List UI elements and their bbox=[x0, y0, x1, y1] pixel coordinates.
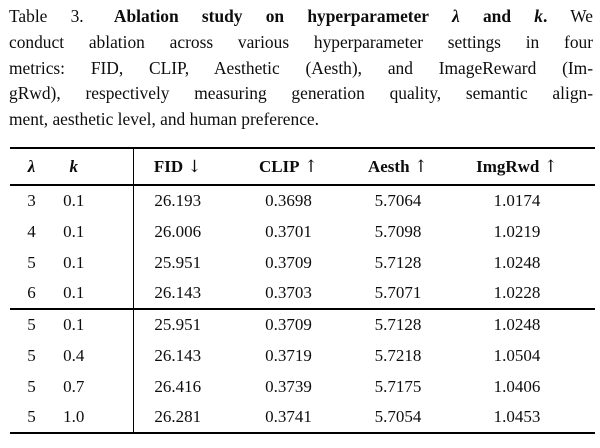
cell-lambda: 5 bbox=[27, 315, 36, 334]
up-arrow-icon: ↑ bbox=[303, 156, 319, 177]
cell-k: 0.1 bbox=[53, 185, 134, 216]
cell-lambda: 3 bbox=[27, 191, 36, 210]
lambda-symbol: λ bbox=[451, 6, 460, 26]
col-header-aesth: Aesth ↑ bbox=[343, 148, 453, 186]
cell-k: 0.1 bbox=[53, 309, 134, 340]
caption-line-3: metrics: FID, CLIP, Aesthetic (Aesth), a… bbox=[9, 57, 593, 78]
cell-lambda: 5 bbox=[27, 345, 36, 365]
cell-clip: 0.3703 bbox=[234, 278, 343, 310]
clip-header-label: CLIP bbox=[258, 156, 300, 176]
cell-k: 0.1 bbox=[53, 278, 134, 310]
cell-imgrwd: 1.0453 bbox=[493, 407, 541, 426]
caption-line-1: Table 3. Ablation study on hyperparamete… bbox=[9, 4, 593, 30]
col-header-clip: CLIP ↑ bbox=[234, 148, 343, 186]
cell-clip: 0.3719 bbox=[265, 345, 312, 365]
caption-line-2: conduct ablation across various hyperpar… bbox=[9, 31, 593, 52]
cell-clip: 0.3701 bbox=[265, 221, 312, 241]
table-row: 4 0.1 26.006 0.3701 5.7098 1.0219 bbox=[10, 216, 595, 247]
cell-clip: 0.3709 bbox=[265, 252, 312, 272]
cell-fid: 26.143 bbox=[154, 345, 202, 365]
cell-lambda: 6 bbox=[10, 278, 53, 310]
cell-imgrwd: 1.0248 bbox=[493, 315, 541, 334]
aesth-header-label: Aesth bbox=[367, 156, 410, 176]
caption-and: and bbox=[482, 6, 511, 26]
cell-aesth: 5.7128 bbox=[374, 252, 422, 272]
cell-lambda: 5 bbox=[27, 407, 36, 426]
cell-aesth: 5.7175 bbox=[374, 376, 422, 396]
cell-fid: 25.951 bbox=[154, 252, 202, 272]
caption-line-4: gRwd), respectively measuring generation… bbox=[9, 83, 593, 104]
cell-aesth: 5.7098 bbox=[374, 221, 422, 241]
imgrwd-header-label: ImgRwd bbox=[476, 156, 540, 176]
caption-line1-tail: We bbox=[570, 6, 593, 26]
cell-k: 0.4 bbox=[53, 340, 134, 371]
cell-aesth: 5.7128 bbox=[374, 315, 422, 334]
cell-aesth: 5.7064 bbox=[374, 191, 422, 210]
caption-title-bold: Ablation study on hyperparameter λ and k… bbox=[114, 6, 547, 26]
cell-aesth: 5.7218 bbox=[374, 345, 422, 365]
cell-clip: 0.3709 bbox=[265, 315, 312, 334]
table-row: 6 0.1 26.143 0.3703 5.7071 1.0228 bbox=[10, 278, 595, 310]
cell-fid: 26.193 bbox=[154, 191, 202, 210]
k-header-symbol: k bbox=[69, 156, 79, 176]
cell-fid: 25.951 bbox=[154, 315, 202, 334]
table-row: 5 0.1 25.951 0.3709 5.7128 1.0248 bbox=[10, 309, 595, 340]
cell-aesth: 5.7054 bbox=[374, 407, 422, 426]
cell-fid: 26.416 bbox=[154, 376, 202, 396]
cell-fid: 26.281 bbox=[154, 407, 202, 426]
cell-k: 1.0 bbox=[53, 402, 134, 433]
table-row: 5 0.7 26.416 0.3739 5.7175 1.0406 bbox=[10, 371, 595, 402]
cell-aesth: 5.7071 bbox=[343, 278, 453, 310]
cell-k: 0.7 bbox=[53, 371, 134, 402]
cell-imgrwd: 1.0248 bbox=[493, 252, 541, 272]
cell-imgrwd: 1.0406 bbox=[493, 376, 541, 396]
cell-clip: 0.3739 bbox=[265, 376, 312, 396]
up-arrow-icon: ↑ bbox=[543, 156, 558, 177]
cell-imgrwd: 1.0219 bbox=[493, 221, 541, 241]
cell-imgrwd: 1.0228 bbox=[453, 278, 595, 310]
table-row: 5 1.0 26.281 0.3741 5.7054 1.0453 bbox=[10, 402, 595, 433]
cell-fid: 26.143 bbox=[133, 278, 234, 310]
lambda-header-symbol: λ bbox=[27, 156, 36, 176]
header-row: λ k FID ↓ CLIP ↑ Aesth ↑ ImgRwd ↑ bbox=[10, 148, 595, 186]
cell-lambda: 5 bbox=[27, 376, 36, 396]
cell-lambda: 5 bbox=[27, 252, 36, 272]
table-section-k-ablation: 5 0.1 25.951 0.3709 5.7128 1.0248 5 0.4 26.143 0.… bbox=[10, 309, 595, 433]
cell-clip: 0.3741 bbox=[265, 407, 312, 426]
col-header-lambda: λ bbox=[10, 148, 53, 186]
cell-k: 0.1 bbox=[53, 216, 134, 247]
caption-line-5: ment, aesthetic level, and human prefere… bbox=[9, 109, 319, 130]
fid-header-label: FID bbox=[153, 156, 184, 176]
cell-imgrwd: 1.0174 bbox=[493, 191, 541, 210]
down-arrow-icon: ↓ bbox=[187, 156, 202, 177]
caption-table-label: Table 3. bbox=[9, 6, 84, 26]
cell-fid: 26.006 bbox=[154, 221, 202, 241]
k-symbol: k bbox=[534, 6, 543, 26]
table-row: 5 0.1 25.951 0.3709 5.7128 1.0248 bbox=[10, 247, 595, 278]
col-header-imgrwd: ImgRwd ↑ bbox=[453, 148, 595, 186]
cell-imgrwd: 1.0504 bbox=[493, 345, 541, 365]
table-row: 5 0.4 26.143 0.3719 5.7218 1.0504 bbox=[10, 340, 595, 371]
col-header-fid: FID ↓ bbox=[133, 148, 234, 186]
ablation-table: λ k FID ↓ CLIP ↑ Aesth ↑ ImgRwd ↑ 3 0.1 26… bbox=[10, 147, 595, 434]
up-arrow-icon: ↑ bbox=[413, 156, 429, 177]
cell-lambda: 4 bbox=[27, 221, 36, 241]
table-section-lambda-ablation: 3 0.1 26.193 0.3698 5.7064 1.0174 4 0.1 26.006 0.… bbox=[10, 185, 595, 310]
table-row: 3 0.1 26.193 0.3698 5.7064 1.0174 bbox=[10, 185, 595, 216]
table-caption: Table 3. Ablation study on hyperparamete… bbox=[9, 4, 593, 133]
col-header-k: k bbox=[53, 148, 134, 186]
caption-title-text: Ablation study on hyperparameter bbox=[113, 6, 429, 26]
cell-k: 0.1 bbox=[53, 247, 134, 278]
caption-period: . bbox=[542, 6, 548, 26]
cell-clip: 0.3698 bbox=[265, 191, 312, 210]
